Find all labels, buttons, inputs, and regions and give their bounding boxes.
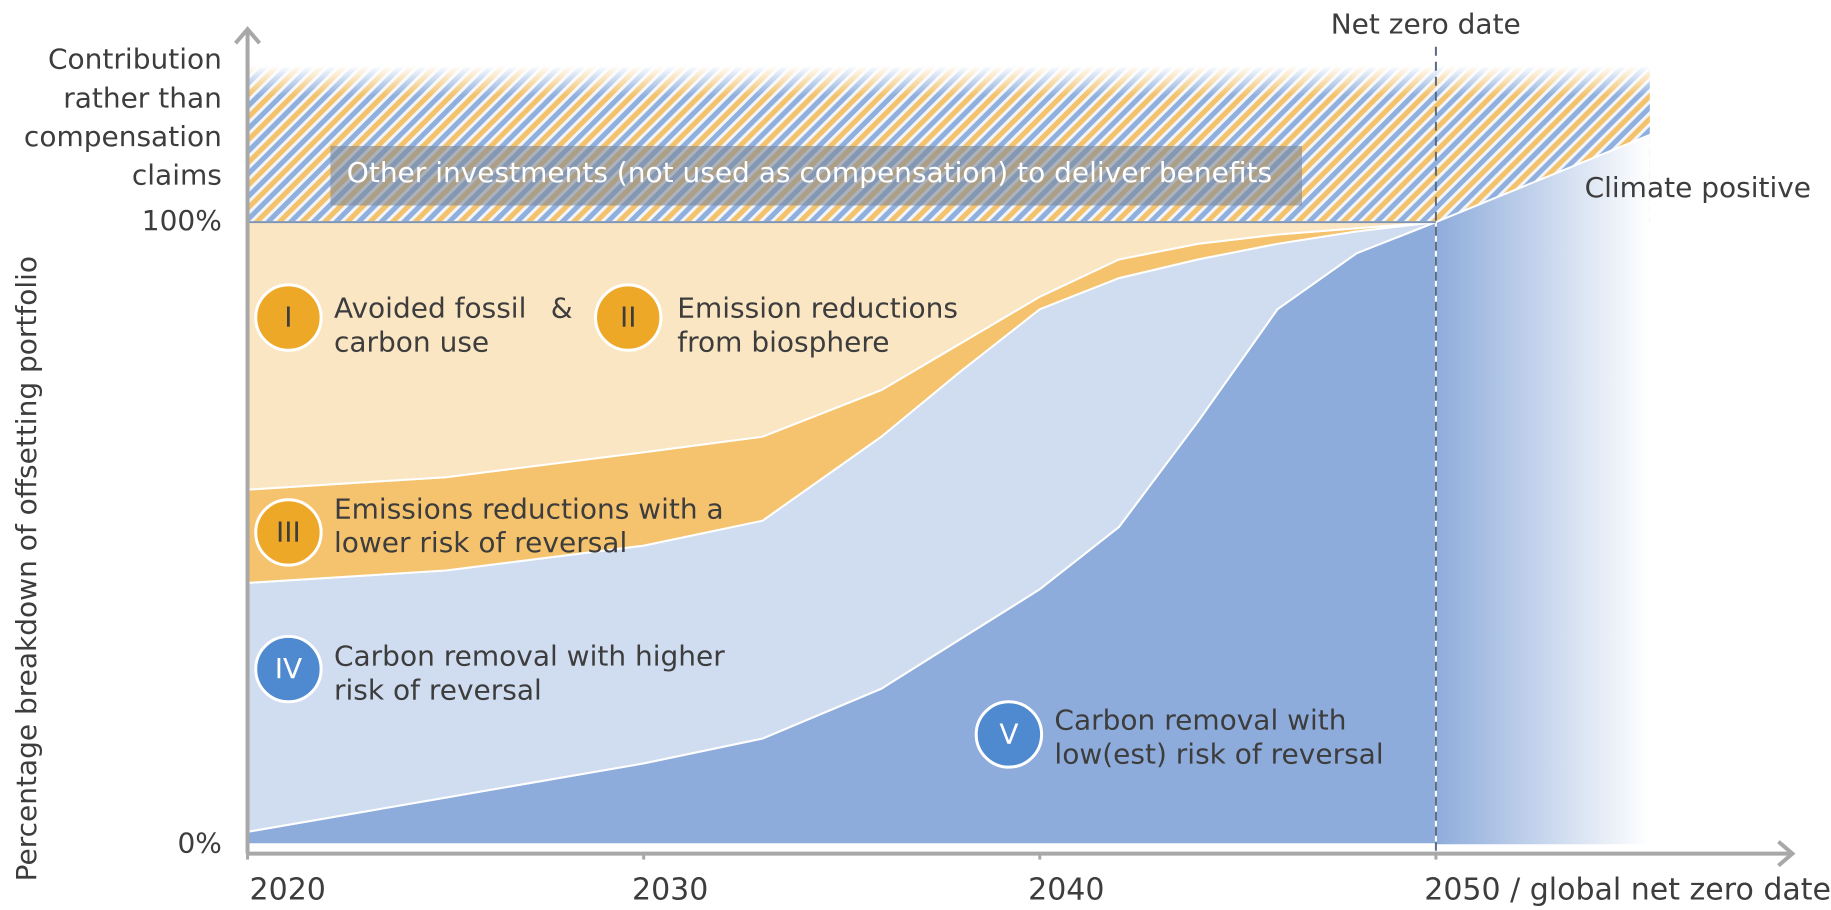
band-label-box xyxy=(330,145,1302,206)
x-tick-label: 2030 xyxy=(632,872,708,907)
annotation-text: carbon use xyxy=(334,325,489,358)
side-label: Contribution xyxy=(48,43,222,76)
annotation-text: risk of reversal xyxy=(334,673,542,706)
ampersand: & xyxy=(551,291,573,324)
numeral-badge xyxy=(254,498,323,567)
annotation-text: Emission reductions xyxy=(677,291,958,324)
net-zero-label: Net zero date xyxy=(1331,8,1521,41)
side-label: rather than xyxy=(63,81,222,114)
band-label: Other investments (not used as compensat… xyxy=(347,156,1272,189)
annotation-text: Carbon removal with xyxy=(1054,704,1346,737)
x-tick-label: 2040 xyxy=(1028,872,1104,907)
numeral: III xyxy=(276,515,301,548)
x-tick-label: 2020 xyxy=(250,872,326,907)
annotation-text: low(est) risk of reversal xyxy=(1054,738,1383,771)
numeral-badge xyxy=(254,634,323,704)
climate-positive-line xyxy=(1435,134,1651,223)
numeral: II xyxy=(620,301,637,334)
climate-positive-area xyxy=(1435,134,1650,845)
x-tick-label: 2050 / global net zero date xyxy=(1424,872,1831,907)
numeral: IV xyxy=(275,652,302,685)
annotation-text: Avoided fossil xyxy=(334,291,526,324)
band-fade xyxy=(247,65,1652,96)
y-tick-label: 100% xyxy=(142,204,222,237)
numeral-badge xyxy=(594,283,663,352)
numeral-badge xyxy=(254,283,323,352)
y-axis-title: Percentage breakdown of offsetting portf… xyxy=(10,256,43,882)
annotation-text: Carbon removal with higher xyxy=(334,639,725,672)
side-label: claims xyxy=(132,158,222,191)
annotation-text: from biosphere xyxy=(677,325,889,358)
numeral: V xyxy=(999,717,1018,750)
numeral: I xyxy=(284,301,292,334)
annotation-text: lower risk of reversal xyxy=(334,526,627,559)
y-tick-label: 0% xyxy=(177,826,221,859)
side-label: compensation xyxy=(24,120,222,153)
annotation-text: Emissions reductions with a xyxy=(334,492,724,525)
climate-positive-label: Climate positive xyxy=(1585,171,1811,204)
y-arrow xyxy=(234,26,262,45)
numeral-badge xyxy=(974,700,1044,769)
x-arrow xyxy=(1777,840,1796,868)
